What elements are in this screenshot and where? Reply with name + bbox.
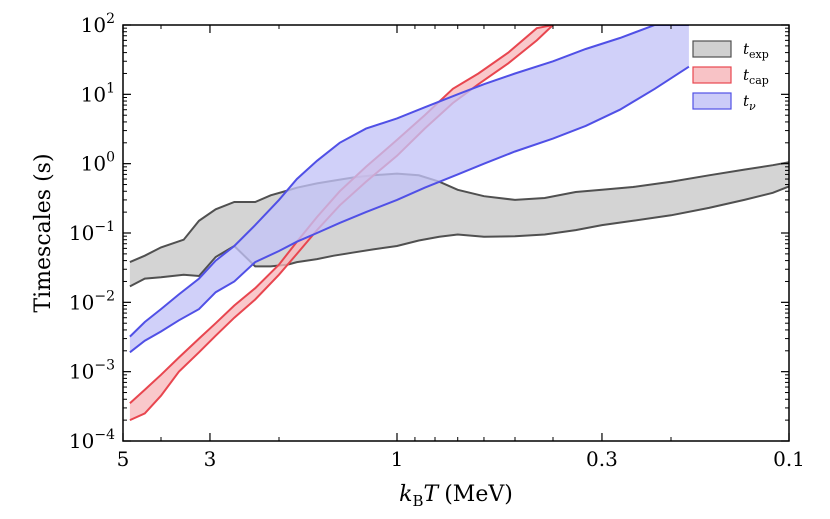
y-tick-label: 10−4 [69, 427, 115, 453]
x-tick-label: 3 [204, 447, 217, 471]
y-tick-label: 101 [81, 80, 115, 106]
legend: texp tcap tν [692, 40, 769, 113]
y-tick-label: 10−3 [69, 358, 115, 384]
upper-line-t_nu [129, 25, 689, 338]
legend-label-t_cap: tcap [743, 66, 769, 87]
x-axis-label-T: T [424, 482, 441, 507]
legend-swatch-t_exp [692, 40, 732, 58]
y-tick-label: 10−2 [69, 288, 115, 314]
x-tick-label: 0.3 [586, 447, 618, 471]
legend-label-t_nu: tν [743, 92, 756, 113]
legend-swatch-t_nu [692, 92, 732, 110]
x-axis-label: kBT (MeV) [399, 482, 513, 510]
x-axis-label-unit: (MeV) [444, 482, 513, 507]
lower-line-t_nu [129, 65, 690, 354]
area-t_nu [129, 25, 689, 353]
y-axis-label: Timescales (s) [31, 153, 56, 312]
lower-line-t_exp [129, 185, 789, 288]
x-tick-label: 0.1 [773, 447, 805, 471]
x-tick-label: 5 [117, 447, 130, 471]
y-tick-label: 100 [81, 150, 115, 176]
legend-label-t_exp: texp [743, 40, 769, 61]
y-tick-label: 10−1 [69, 219, 115, 245]
legend-swatch-t_cap [692, 66, 732, 84]
plot-areas [129, 25, 789, 422]
axis-ticks: 5 3 1 0.3 0.1 10−4 10−3 10−2 10−1 100 101 102 [69, 11, 805, 471]
x-axis-label-sub: B [413, 492, 424, 510]
x-axis-label-k: k [399, 482, 412, 507]
x-tick-label: 1 [391, 447, 404, 471]
y-tick-label: 102 [81, 11, 115, 37]
